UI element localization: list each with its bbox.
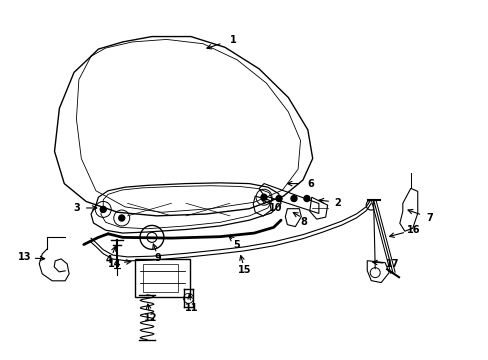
Text: 11: 11 — [185, 303, 198, 313]
Text: 12: 12 — [144, 313, 158, 323]
Circle shape — [100, 206, 106, 212]
Text: 2: 2 — [334, 198, 341, 208]
Text: 7: 7 — [426, 213, 432, 222]
Circle shape — [304, 195, 309, 202]
Text: 17: 17 — [386, 259, 399, 269]
Text: 4: 4 — [105, 255, 112, 265]
Circle shape — [119, 215, 124, 221]
Circle shape — [290, 195, 296, 202]
Circle shape — [276, 195, 282, 202]
Text: 15: 15 — [237, 265, 251, 275]
Text: 9: 9 — [155, 253, 162, 263]
Text: 10: 10 — [269, 203, 283, 213]
Text: 1: 1 — [230, 35, 237, 45]
Text: 8: 8 — [300, 217, 307, 227]
Text: 16: 16 — [407, 225, 420, 235]
Text: 14: 14 — [107, 258, 121, 269]
Text: 5: 5 — [233, 239, 240, 249]
Text: 13: 13 — [18, 252, 31, 262]
Text: 6: 6 — [306, 179, 313, 189]
Text: 3: 3 — [73, 203, 80, 213]
Circle shape — [261, 194, 266, 200]
